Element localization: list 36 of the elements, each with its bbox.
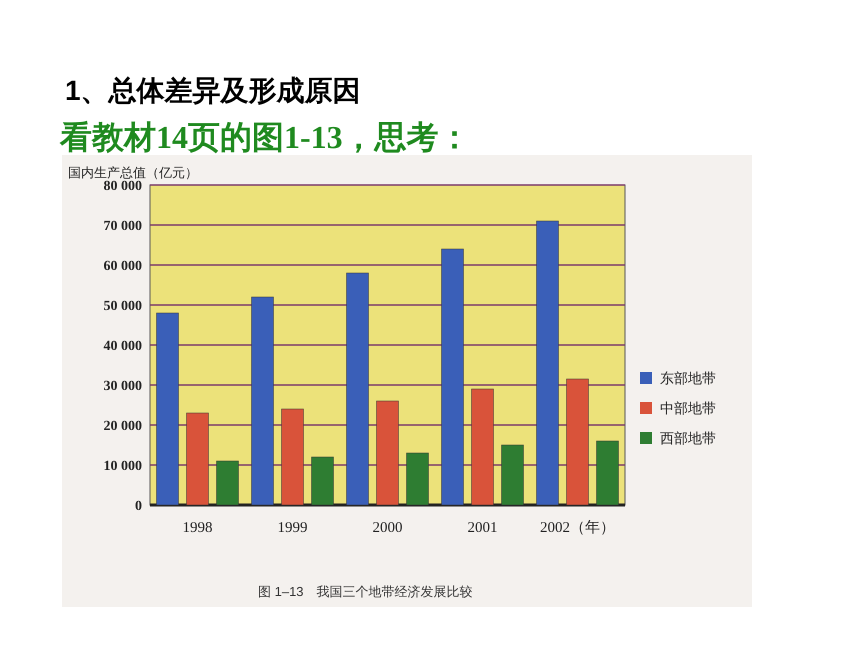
x-tick-label: 1999 bbox=[278, 520, 308, 536]
y-tick-label: 40 000 bbox=[104, 339, 142, 354]
y-tick-label: 80 000 bbox=[104, 179, 142, 194]
y-tick-label: 70 000 bbox=[104, 219, 142, 234]
bar bbox=[406, 452, 429, 506]
bar bbox=[281, 408, 304, 506]
bar bbox=[251, 296, 274, 506]
bar bbox=[536, 220, 559, 506]
bar bbox=[441, 248, 464, 506]
x-tick-label: 2002（年） bbox=[540, 519, 615, 536]
chart-title: 1、总体差异及形成原因 bbox=[65, 75, 361, 106]
y-tick-label: 0 bbox=[135, 499, 142, 514]
x-tick-label: 2000 bbox=[372, 520, 402, 536]
y-tick-label: 30 000 bbox=[104, 379, 142, 394]
y-tick-label: 10 000 bbox=[104, 459, 142, 474]
chart-subtitle: 看教材14页的图1-13，思考： bbox=[59, 119, 471, 155]
x-tick-label: 1998 bbox=[182, 520, 212, 536]
bar bbox=[186, 412, 209, 506]
bar bbox=[501, 444, 524, 506]
bar bbox=[471, 388, 494, 506]
legend-label: 东部地带 bbox=[660, 370, 716, 386]
legend-label: 中部地带 bbox=[660, 400, 716, 416]
bar bbox=[216, 460, 239, 506]
y-tick-label: 20 000 bbox=[104, 419, 142, 434]
y-axis-title: 国内生产总值（亿元） bbox=[68, 165, 198, 180]
bar bbox=[346, 272, 369, 506]
bar bbox=[376, 400, 399, 506]
y-tick-label: 60 000 bbox=[104, 259, 142, 274]
y-tick-label: 50 000 bbox=[104, 299, 142, 314]
bar bbox=[566, 378, 589, 506]
bar bbox=[596, 440, 619, 506]
bar bbox=[156, 312, 179, 506]
x-tick-label: 2001 bbox=[468, 520, 498, 536]
bar bbox=[311, 456, 334, 506]
caption: 图 1–13 我国三个地带经济发展比较 bbox=[258, 584, 473, 599]
legend-label: 西部地带 bbox=[660, 430, 716, 446]
